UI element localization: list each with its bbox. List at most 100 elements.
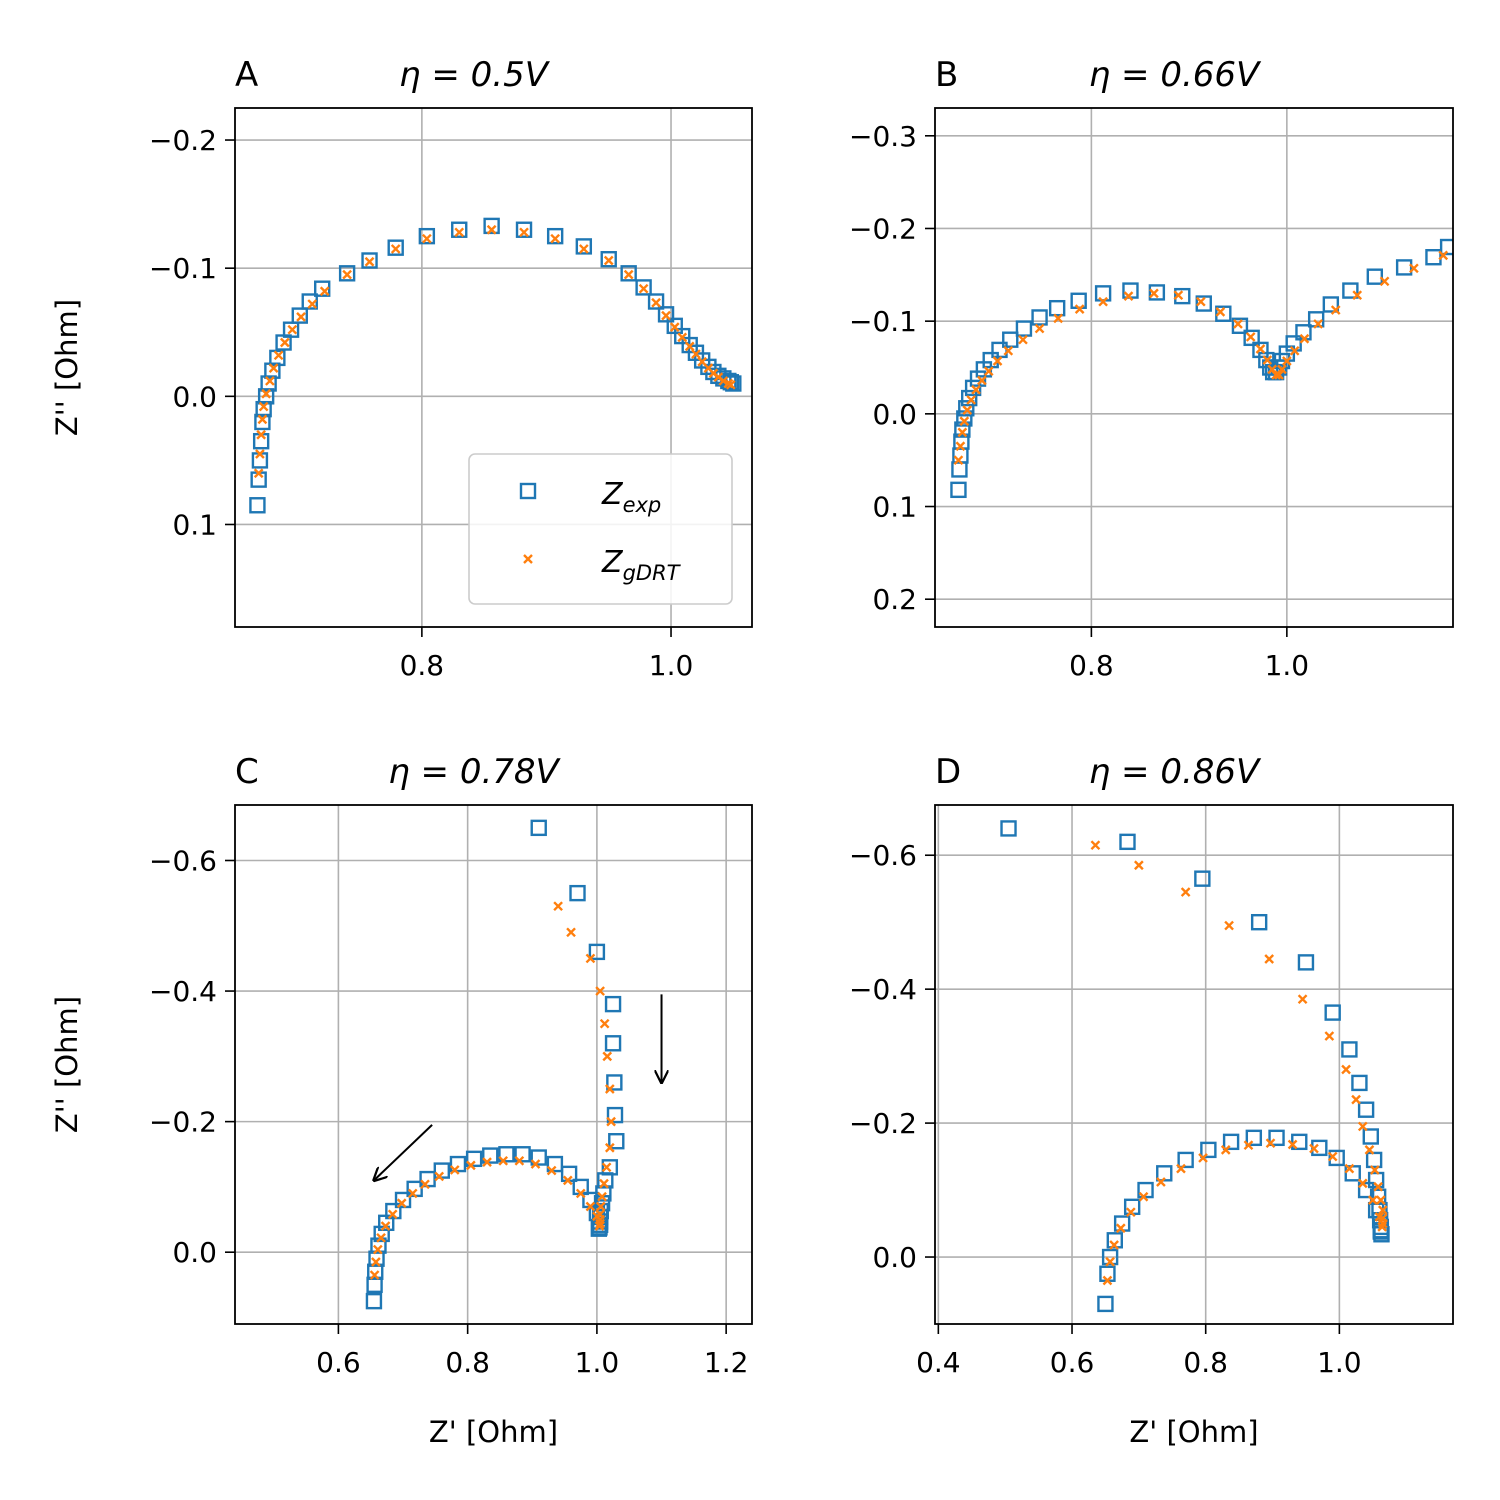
exp-point: [530, 819, 547, 837]
gdrt-point: [1357, 1121, 1368, 1132]
legend-gdrt-sub: gDRT: [623, 561, 682, 585]
gdrt-point: [371, 1257, 381, 1267]
gdrt-point: [1262, 355, 1273, 365]
gdrt-point: [1245, 332, 1256, 342]
exp-point: [249, 497, 266, 514]
exp-point: [1245, 1129, 1263, 1147]
gdrt-point: [256, 429, 267, 440]
exp-point: [378, 1214, 395, 1232]
y-tick-label: −0.2: [149, 124, 217, 157]
x-tick-label: 0.6: [1050, 1346, 1095, 1379]
gdrt-point: [953, 455, 964, 466]
exp-point: [1194, 870, 1211, 887]
y-tick-label: −0.6: [849, 839, 917, 872]
gdrt-point: [1053, 313, 1063, 324]
gdrt-point: [273, 350, 284, 361]
y-tick-label: −0.1: [849, 305, 917, 338]
exp-point: [1322, 296, 1340, 313]
gdrt-point: [1367, 1195, 1378, 1205]
y-tick-label: −0.2: [849, 1107, 917, 1140]
exp-point: [950, 481, 967, 499]
exp-point: [483, 217, 500, 235]
gdrt-point: [550, 233, 561, 244]
exp-point: [1366, 268, 1384, 285]
gdrt-point: [482, 1157, 492, 1167]
y-tick-label: 0.1: [172, 508, 217, 541]
plot-area: [249, 217, 742, 514]
gdrt-point: [434, 1171, 445, 1182]
exp-point: [1268, 1129, 1285, 1147]
exp-point: [600, 251, 617, 268]
legend-exp-main: Z: [601, 477, 624, 512]
gdrt-point: [380, 1221, 391, 1231]
gdrt-point: [1090, 840, 1101, 851]
exp-point: [657, 306, 675, 323]
gdrt-point: [486, 224, 497, 235]
gdrt-point: [261, 388, 271, 399]
gdrt-point: [376, 1232, 386, 1243]
gdrt-point: [258, 401, 269, 412]
x-tick-label: 0.8: [1183, 1346, 1228, 1379]
y-axis-label: Z'' [Ohm]: [50, 996, 84, 1133]
axes-frame: [234, 804, 753, 1325]
exp-point: [961, 389, 978, 407]
exp-point: [647, 293, 665, 310]
gdrt-point: [599, 1018, 610, 1029]
gdrt-point: [1374, 1212, 1385, 1222]
plot-area: [950, 238, 1453, 499]
exp-point: [514, 1146, 531, 1163]
exp-point: [606, 1074, 623, 1091]
gdrt-point: [1297, 994, 1308, 1005]
series-Z_gDRT: [1090, 840, 1388, 1286]
legend-exp-sub: exp: [623, 493, 662, 517]
panel-label: B: [935, 55, 958, 95]
exp-point: [1097, 1295, 1114, 1313]
gdrt-point: [597, 1191, 607, 1202]
gdrt-point: [691, 349, 701, 359]
axes-frame: [934, 804, 1454, 1325]
gdrt-point: [1149, 288, 1159, 299]
gdrt-point: [725, 379, 736, 390]
exp-point: [1367, 1171, 1385, 1189]
x-tick-label: 1.2: [704, 1346, 749, 1379]
gdrt-point: [1373, 1181, 1383, 1192]
plot-area: [365, 819, 625, 1310]
gdrt-point: [287, 324, 298, 335]
gdrt-point: [606, 1116, 616, 1127]
exp-point: [1231, 317, 1249, 334]
exp-point: [1297, 954, 1315, 971]
gdrt-point: [1327, 1151, 1338, 1162]
gdrt-point: [1105, 1256, 1115, 1267]
exp-point: [387, 239, 404, 256]
gdrt-point: [1287, 1139, 1298, 1150]
exp-point: [1222, 1133, 1240, 1151]
panel-label: C: [235, 752, 259, 792]
exp-point: [1195, 295, 1212, 312]
gdrt-point: [519, 227, 529, 238]
exp-point: [530, 1149, 547, 1166]
gdrt-point: [1198, 1153, 1208, 1163]
exp-point: [1324, 1004, 1341, 1021]
y-tick-label: −0.6: [149, 844, 217, 877]
y-tick-label: 0.2: [872, 583, 917, 616]
gdrt-point: [1125, 1207, 1136, 1218]
x-tick-label: 1.0: [575, 1346, 620, 1379]
exp-point: [394, 1191, 412, 1209]
plot-area: [1000, 820, 1390, 1313]
gdrt-point: [1364, 1145, 1375, 1155]
gdrt-point: [1377, 1205, 1388, 1215]
gdrt-point: [599, 1178, 609, 1189]
gdrt-point: [396, 1198, 407, 1209]
gdrt-point: [466, 1160, 476, 1171]
exp-point: [291, 307, 308, 324]
gdrt-point: [1243, 1140, 1254, 1151]
exp-point: [465, 1150, 483, 1168]
gdrt-point: [372, 1244, 383, 1255]
gdrt-point: [546, 1165, 557, 1176]
gdrt-point: [1115, 1223, 1126, 1234]
gdrt-point: [1375, 1195, 1386, 1205]
gdrt-point: [959, 416, 970, 427]
gdrt-point: [1220, 1145, 1231, 1155]
gdrt-point: [407, 1188, 418, 1199]
